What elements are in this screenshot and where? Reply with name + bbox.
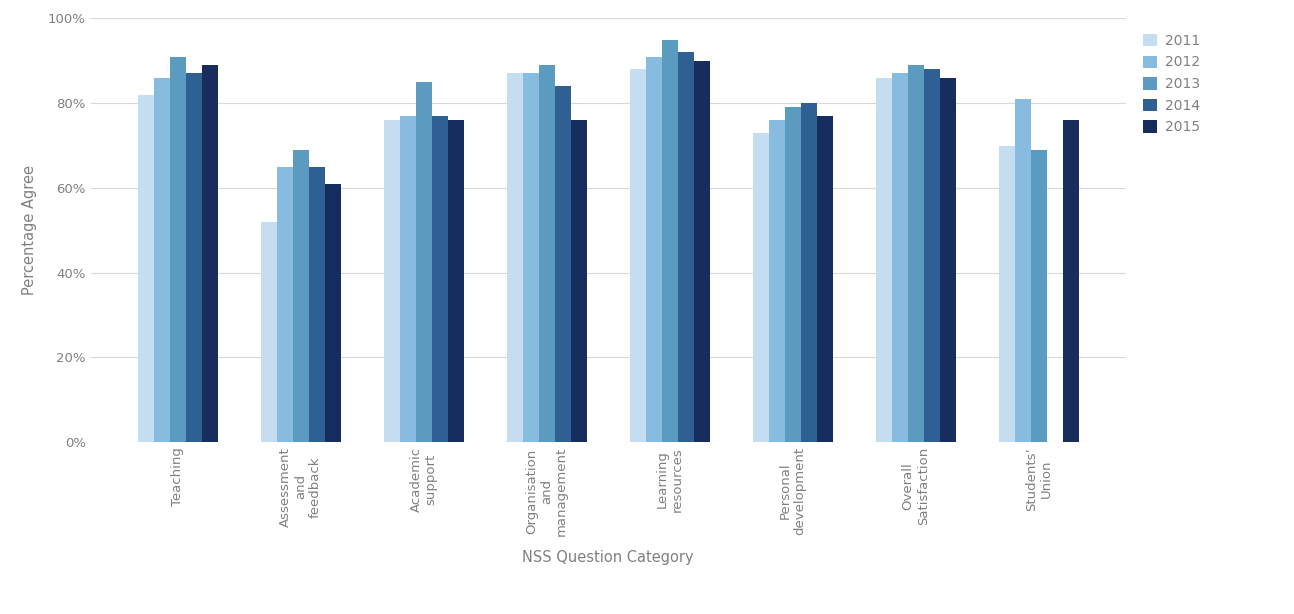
Y-axis label: Percentage Agree: Percentage Agree bbox=[22, 165, 36, 295]
Bar bbox=[154, 78, 170, 442]
Bar bbox=[507, 74, 523, 442]
Bar bbox=[523, 74, 538, 442]
Bar bbox=[309, 166, 325, 442]
Bar bbox=[694, 61, 709, 442]
Bar bbox=[678, 52, 694, 442]
Bar bbox=[415, 82, 432, 442]
Bar bbox=[907, 65, 924, 442]
Bar bbox=[876, 78, 892, 442]
Bar bbox=[1062, 120, 1079, 442]
Legend: 2011, 2012, 2013, 2014, 2015: 2011, 2012, 2013, 2014, 2015 bbox=[1143, 34, 1201, 134]
Bar bbox=[170, 56, 185, 442]
Bar bbox=[1031, 150, 1047, 442]
Bar bbox=[892, 74, 907, 442]
Bar bbox=[924, 69, 939, 442]
Bar bbox=[185, 74, 202, 442]
Bar bbox=[769, 120, 784, 442]
Bar bbox=[999, 146, 1014, 442]
Bar bbox=[538, 65, 555, 442]
Bar bbox=[260, 222, 277, 442]
Bar bbox=[384, 120, 400, 442]
Bar bbox=[784, 107, 801, 442]
Bar bbox=[292, 150, 309, 442]
X-axis label: NSS Question Category: NSS Question Category bbox=[523, 550, 694, 565]
Bar bbox=[400, 116, 415, 442]
Bar bbox=[753, 133, 769, 442]
Bar bbox=[817, 116, 832, 442]
Bar bbox=[277, 166, 292, 442]
Bar bbox=[432, 116, 448, 442]
Bar bbox=[630, 69, 646, 442]
Bar bbox=[939, 78, 956, 442]
Bar bbox=[801, 103, 817, 442]
Bar bbox=[448, 120, 463, 442]
Bar bbox=[202, 65, 217, 442]
Bar bbox=[1014, 99, 1031, 442]
Bar bbox=[661, 40, 678, 442]
Bar bbox=[137, 95, 154, 442]
Bar bbox=[571, 120, 586, 442]
Bar bbox=[325, 184, 340, 442]
Bar bbox=[555, 86, 571, 442]
Bar bbox=[646, 56, 661, 442]
